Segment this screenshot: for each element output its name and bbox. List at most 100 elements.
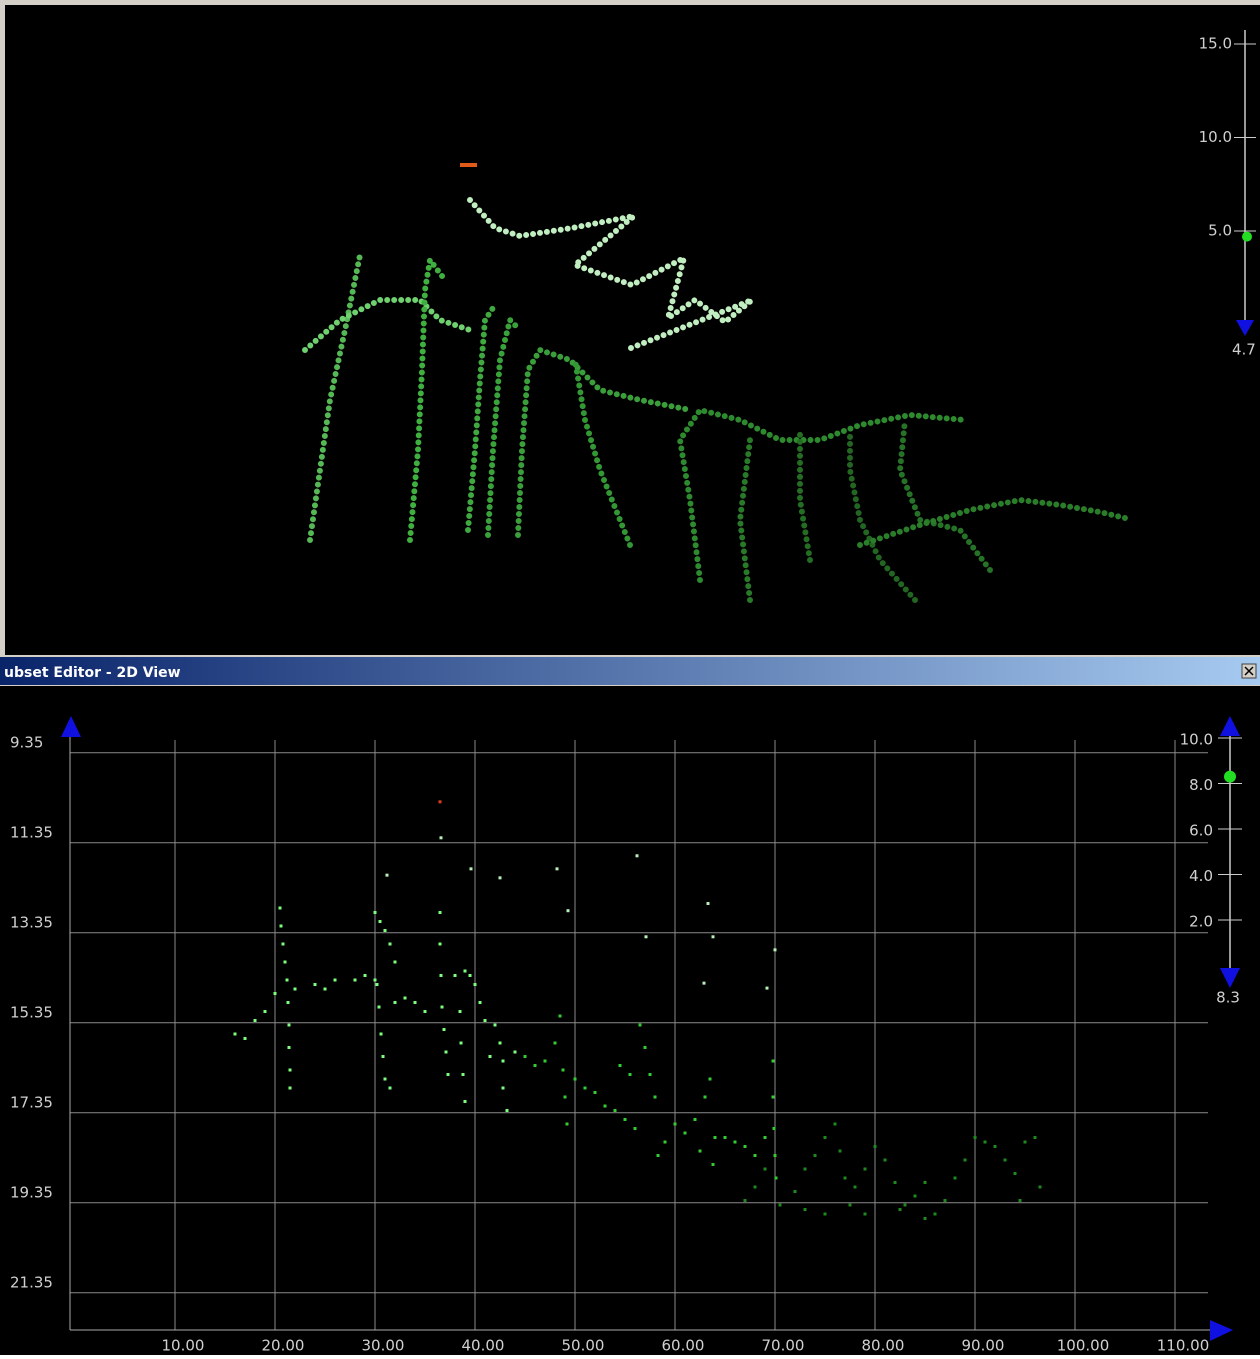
point xyxy=(264,1010,267,1013)
point xyxy=(384,929,387,932)
scale-handle[interactable] xyxy=(1242,232,1252,242)
point xyxy=(712,1163,715,1166)
point xyxy=(684,1132,687,1135)
point xyxy=(440,836,443,839)
y-tick-label: 11.35 xyxy=(10,823,53,841)
point xyxy=(639,1024,642,1027)
point xyxy=(804,1168,807,1171)
point xyxy=(934,1213,937,1216)
y-tick-label: 13.35 xyxy=(10,913,53,931)
point xyxy=(707,902,710,905)
point xyxy=(894,1181,897,1184)
point xyxy=(694,1118,697,1121)
x-tick-label: 30.00 xyxy=(362,1337,405,1355)
point xyxy=(899,1208,902,1211)
point xyxy=(524,1055,527,1058)
point xyxy=(254,1019,257,1022)
point xyxy=(914,1195,917,1198)
point xyxy=(779,1204,782,1207)
point xyxy=(443,1028,446,1031)
point xyxy=(854,1186,857,1189)
point xyxy=(944,1199,947,1202)
y-tick-label: 9.35 xyxy=(10,733,43,751)
point xyxy=(354,979,357,982)
slider-tick-label: 10.0 xyxy=(1180,731,1213,749)
point xyxy=(364,974,367,977)
point xyxy=(499,1042,502,1045)
point xyxy=(462,1073,465,1076)
point xyxy=(279,907,282,910)
point xyxy=(657,1154,660,1157)
point xyxy=(774,1154,777,1157)
point xyxy=(484,1019,487,1022)
point xyxy=(289,1069,292,1072)
x-tick-label: 40.00 xyxy=(462,1337,505,1355)
point xyxy=(534,1064,537,1067)
point xyxy=(1019,1199,1022,1202)
x-tick-label: 100.00 xyxy=(1057,1337,1110,1355)
point xyxy=(884,1159,887,1162)
point xyxy=(559,1015,562,1018)
x-tick-label: 50.00 xyxy=(562,1337,605,1355)
point xyxy=(709,1078,712,1081)
point xyxy=(439,943,442,946)
point xyxy=(744,1145,747,1148)
x-tick-label: 80.00 xyxy=(862,1337,905,1355)
point xyxy=(286,979,289,982)
point xyxy=(824,1136,827,1139)
y-tick-label: 17.35 xyxy=(10,1093,53,1111)
point xyxy=(506,1109,509,1112)
point xyxy=(394,1001,397,1004)
point xyxy=(794,1190,797,1193)
editor-window: 15.010.05.04.7 ubset Editor - 2D View 10… xyxy=(0,0,1260,1355)
point xyxy=(556,867,559,870)
point xyxy=(554,1042,557,1045)
point xyxy=(499,876,502,879)
point xyxy=(824,1213,827,1216)
point xyxy=(594,1091,597,1094)
point xyxy=(459,1010,462,1013)
point xyxy=(379,920,382,923)
point xyxy=(574,1078,577,1081)
point xyxy=(954,1177,957,1180)
point xyxy=(244,1037,247,1040)
point xyxy=(704,1096,707,1099)
point xyxy=(754,1186,757,1189)
scale-tick-label: 15.0 xyxy=(1199,35,1232,53)
marker-3d xyxy=(460,163,477,167)
y-tick-label: 15.35 xyxy=(10,1003,53,1021)
point xyxy=(773,1127,776,1130)
point xyxy=(636,854,639,857)
point xyxy=(864,1168,867,1171)
window-title: ubset Editor - 2D View xyxy=(4,665,181,681)
point xyxy=(1034,1136,1037,1139)
point xyxy=(544,1060,547,1063)
point xyxy=(469,974,472,977)
point xyxy=(374,911,377,914)
point xyxy=(775,1177,778,1180)
scale-tick-label: 5.0 xyxy=(1208,222,1232,240)
point xyxy=(567,909,570,912)
point xyxy=(440,974,443,977)
point xyxy=(629,1073,632,1076)
point xyxy=(324,988,327,991)
point xyxy=(380,1033,383,1036)
point xyxy=(964,1159,967,1162)
point xyxy=(924,1217,927,1220)
point xyxy=(644,1046,647,1049)
point xyxy=(772,1096,775,1099)
slider-tick-label: 8.0 xyxy=(1189,776,1213,794)
point xyxy=(424,1010,427,1013)
view-3d xyxy=(5,5,1260,655)
point xyxy=(376,983,379,986)
point xyxy=(754,1154,757,1157)
point xyxy=(734,1141,737,1144)
x-tick-label: 10.00 xyxy=(162,1337,205,1355)
y-tick-label: 21.35 xyxy=(10,1273,53,1291)
point xyxy=(604,1105,607,1108)
point xyxy=(464,1100,467,1103)
slider-handle[interactable] xyxy=(1224,771,1236,783)
title-bar xyxy=(0,657,1260,685)
point xyxy=(389,943,392,946)
point xyxy=(282,943,285,946)
